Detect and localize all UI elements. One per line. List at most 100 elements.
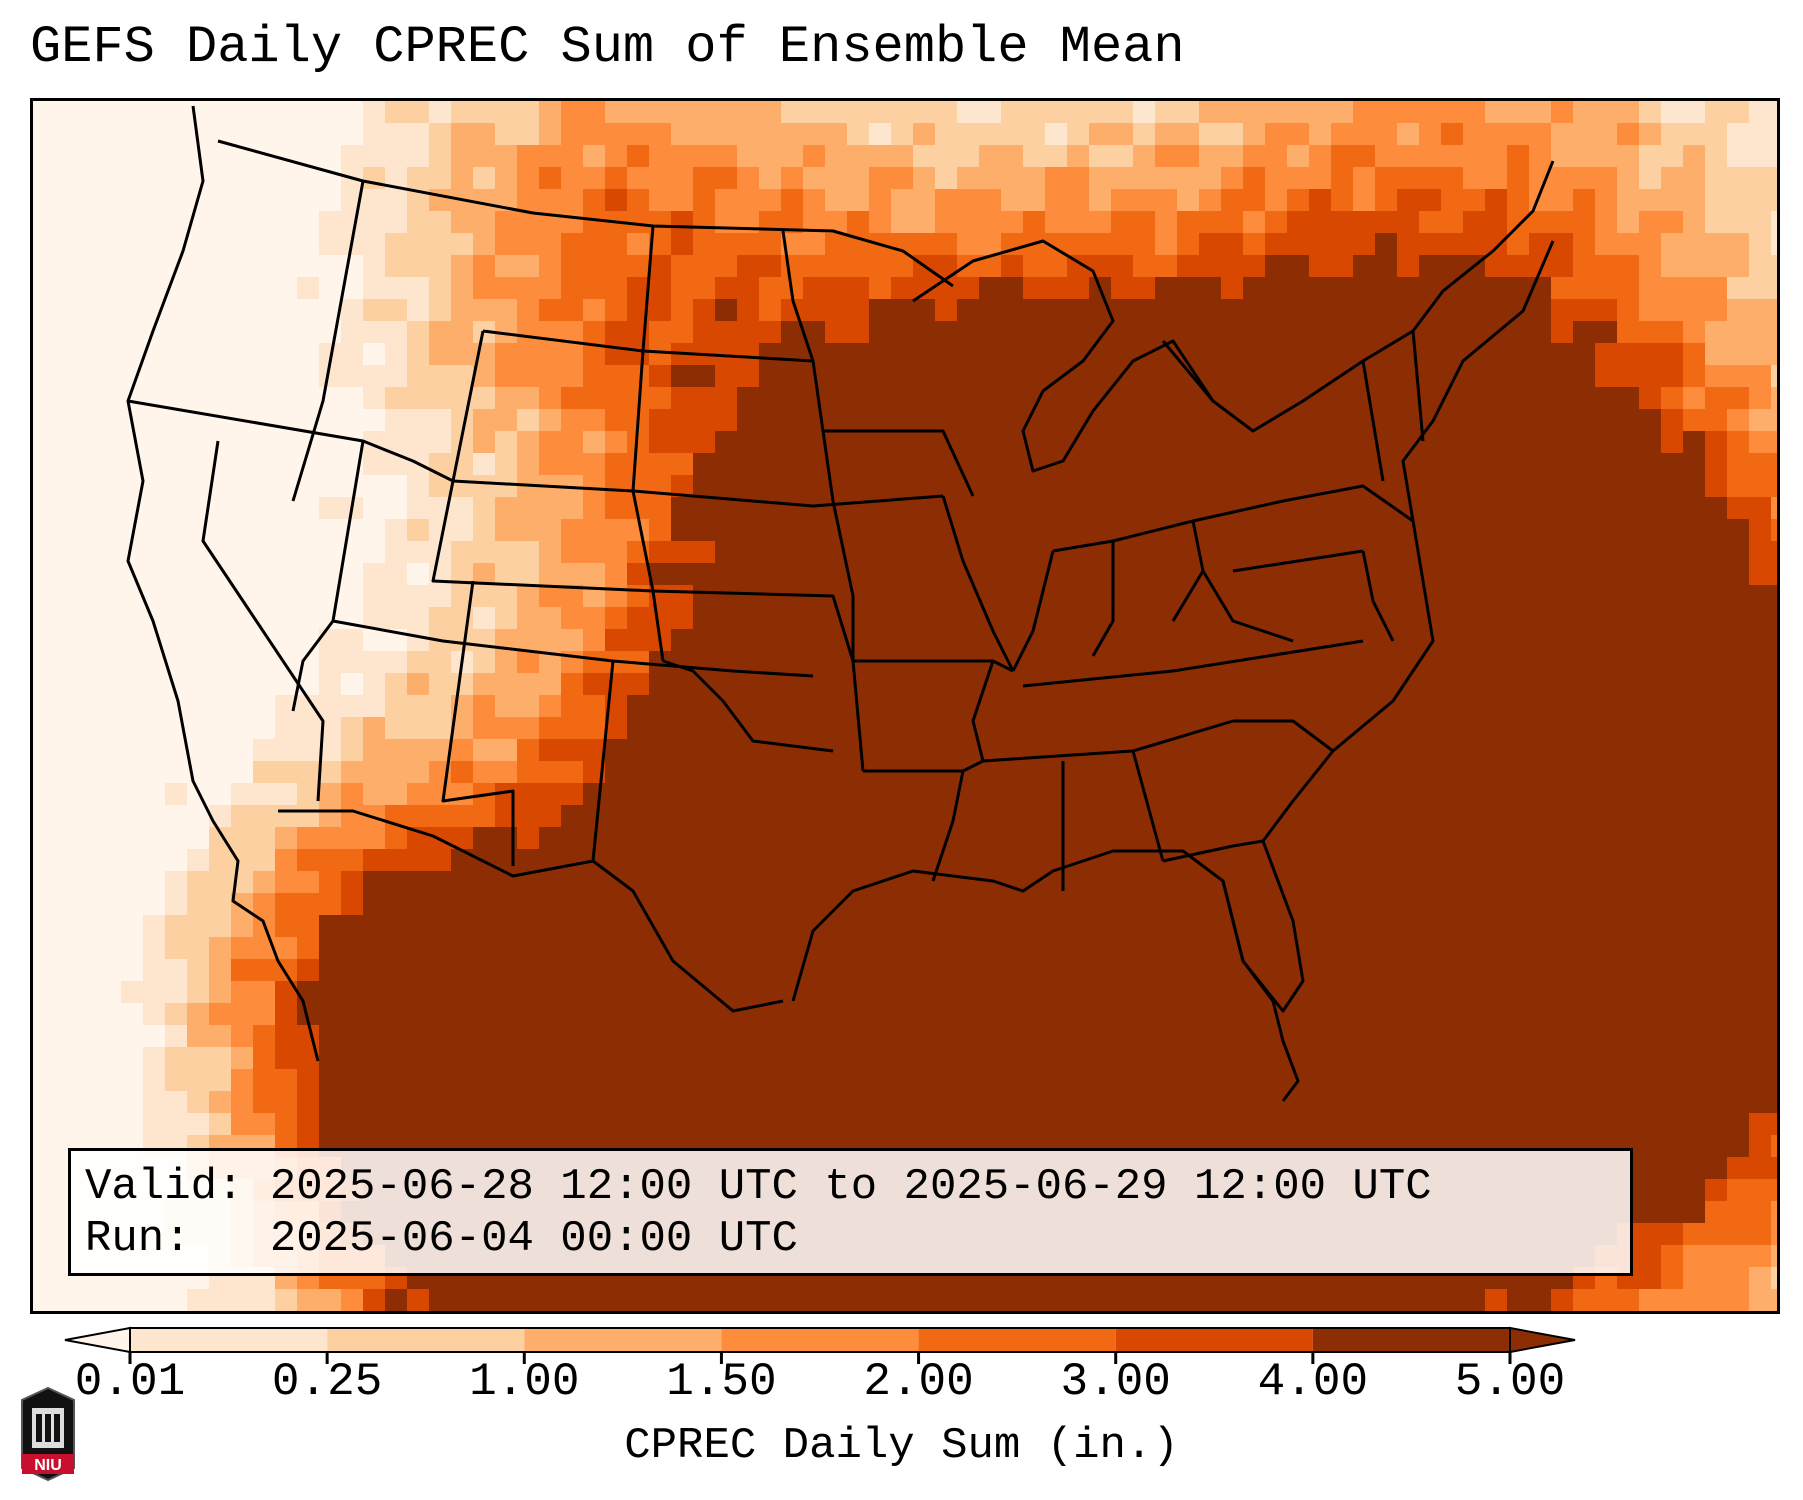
precip-cell bbox=[363, 827, 386, 850]
precip-cell bbox=[1177, 893, 1200, 916]
precip-cell bbox=[649, 123, 672, 146]
precip-cell bbox=[1485, 959, 1508, 982]
precip-cell bbox=[957, 299, 980, 322]
precip-cell bbox=[1067, 805, 1090, 828]
precip-cell bbox=[869, 519, 892, 542]
precip-cell bbox=[1639, 1069, 1662, 1092]
precip-cell bbox=[1155, 959, 1178, 982]
precip-cell bbox=[1485, 409, 1508, 432]
precip-cell bbox=[1221, 871, 1244, 894]
precip-cell bbox=[1529, 607, 1552, 630]
precip-cell bbox=[1287, 497, 1310, 520]
colorbar-segment bbox=[130, 1328, 328, 1352]
precip-cell bbox=[1463, 937, 1486, 960]
precip-cell bbox=[847, 563, 870, 586]
precip-cell bbox=[605, 629, 628, 652]
precip-cell bbox=[451, 1113, 474, 1136]
precip-cell bbox=[495, 387, 518, 410]
precip-cell bbox=[1705, 563, 1728, 586]
precip-cell bbox=[253, 959, 276, 982]
precip-cell bbox=[297, 1047, 320, 1070]
precip-cell bbox=[1727, 981, 1750, 1004]
precip-cell bbox=[935, 717, 958, 740]
precip-cell bbox=[561, 277, 584, 300]
precip-cell bbox=[847, 123, 870, 146]
precip-cell bbox=[319, 629, 342, 652]
precip-cell bbox=[473, 101, 496, 124]
precip-cell bbox=[385, 299, 408, 322]
precip-cell bbox=[341, 145, 364, 168]
precip-cell bbox=[1221, 453, 1244, 476]
precip-cell bbox=[341, 277, 364, 300]
precip-cell bbox=[1771, 277, 1777, 300]
precip-cell bbox=[121, 1003, 144, 1026]
precip-cell bbox=[275, 123, 298, 146]
precip-cell bbox=[1507, 409, 1530, 432]
precip-cell bbox=[1661, 233, 1684, 256]
precip-cell bbox=[1573, 1069, 1596, 1092]
precip-cell bbox=[1243, 519, 1266, 542]
precip-cell bbox=[1155, 1113, 1178, 1136]
precip-cell bbox=[1023, 783, 1046, 806]
precip-cell bbox=[1155, 1289, 1178, 1311]
precip-cell bbox=[55, 1025, 78, 1048]
precip-cell bbox=[1045, 299, 1068, 322]
precip-cell bbox=[1243, 1091, 1266, 1114]
precip-cell bbox=[495, 717, 518, 740]
precip-cell bbox=[561, 1113, 584, 1136]
precip-cell bbox=[1727, 717, 1750, 740]
precip-cell bbox=[1089, 1069, 1112, 1092]
precip-cell bbox=[1595, 849, 1618, 872]
precip-cell bbox=[1661, 299, 1684, 322]
precip-cell bbox=[121, 101, 144, 124]
precip-cell bbox=[319, 519, 342, 542]
precip-cell bbox=[1551, 1289, 1574, 1311]
precip-cell bbox=[1397, 827, 1420, 850]
precip-cell bbox=[297, 761, 320, 784]
valid-value: 2025-06-28 12:00 UTC to 2025-06-29 12:00… bbox=[269, 1162, 1432, 1212]
west-coast-line bbox=[126, 105, 320, 1062]
precip-cell bbox=[957, 783, 980, 806]
precip-cell bbox=[1287, 607, 1310, 630]
precip-cell bbox=[55, 871, 78, 894]
precip-cell bbox=[869, 1003, 892, 1026]
precip-cell bbox=[957, 365, 980, 388]
precip-cell bbox=[913, 189, 936, 212]
precip-cell bbox=[935, 189, 958, 212]
precip-cell bbox=[253, 651, 276, 674]
precip-cell bbox=[1177, 497, 1200, 520]
precip-cell bbox=[363, 1047, 386, 1070]
precip-cell bbox=[1705, 211, 1728, 234]
precip-cell bbox=[1287, 321, 1310, 344]
precip-cell bbox=[957, 497, 980, 520]
precip-cell bbox=[33, 893, 56, 916]
precip-cell bbox=[561, 981, 584, 1004]
precip-cell bbox=[1375, 717, 1398, 740]
precip-cell bbox=[1397, 695, 1420, 718]
precip-cell bbox=[55, 893, 78, 916]
precip-cell bbox=[1067, 673, 1090, 696]
precip-cell bbox=[253, 739, 276, 762]
precip-cell bbox=[715, 585, 738, 608]
precip-cell bbox=[693, 475, 716, 498]
precip-cell bbox=[1001, 387, 1024, 410]
precip-cell bbox=[759, 541, 782, 564]
precip-cell bbox=[319, 123, 342, 146]
precip-cell bbox=[55, 805, 78, 828]
precip-cell bbox=[1331, 717, 1354, 740]
precip-cell bbox=[1177, 277, 1200, 300]
precip-cell bbox=[781, 145, 804, 168]
precip-cell bbox=[583, 1025, 606, 1048]
precip-cell bbox=[649, 167, 672, 190]
precip-cell bbox=[1045, 431, 1068, 454]
precip-cell bbox=[1419, 1025, 1442, 1048]
precip-cell bbox=[1507, 937, 1530, 960]
precip-cell bbox=[121, 299, 144, 322]
precip-cell bbox=[209, 233, 232, 256]
precip-cell bbox=[1067, 585, 1090, 608]
precip-cell bbox=[209, 805, 232, 828]
precip-cell bbox=[231, 959, 254, 982]
precip-cell bbox=[1507, 453, 1530, 476]
precip-cell bbox=[1463, 387, 1486, 410]
precip-cell bbox=[231, 981, 254, 1004]
